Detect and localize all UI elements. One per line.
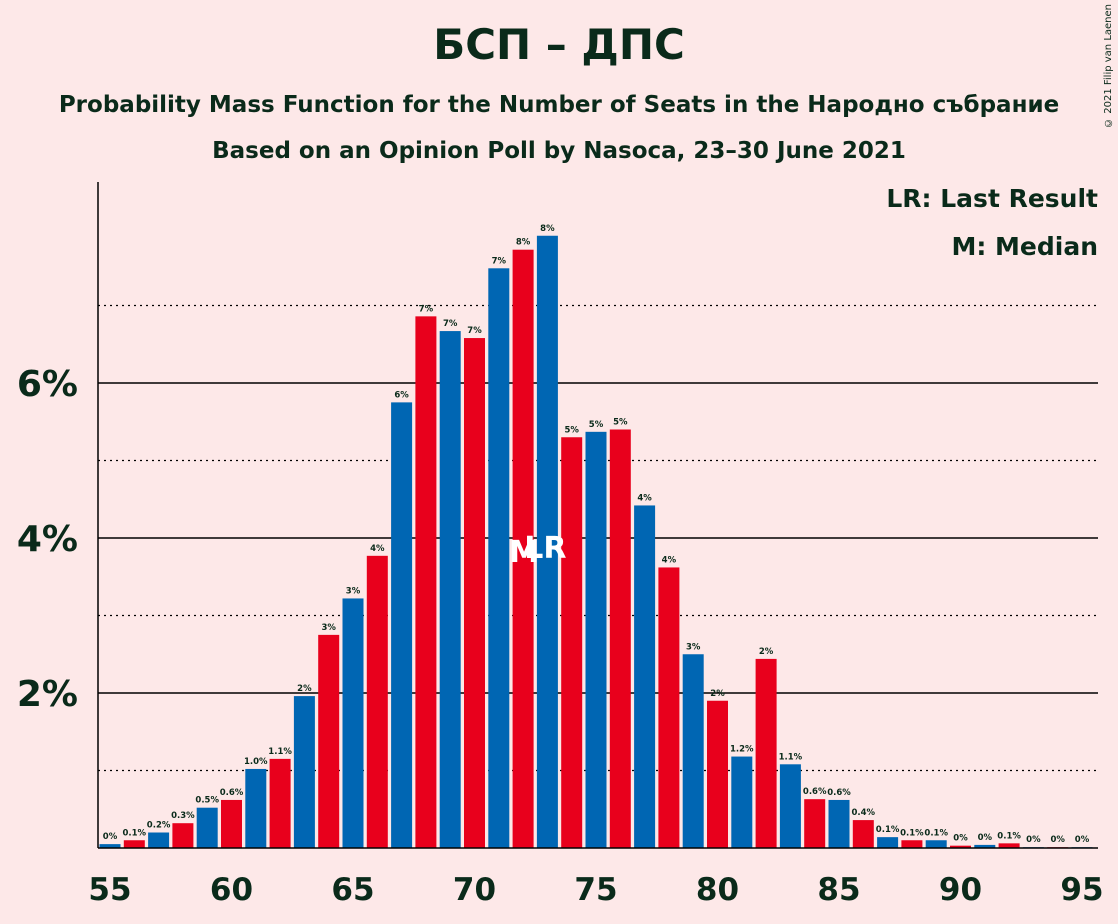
chart-subtitle-source: Based on an Opinion Poll by Nasoca, 23–3… bbox=[212, 138, 906, 164]
bar-seat-72 bbox=[512, 249, 534, 848]
data-label-seat-92: 0.1% bbox=[997, 831, 1021, 841]
y-tick-label: 4% bbox=[17, 519, 78, 560]
bar-seat-65 bbox=[342, 598, 364, 848]
data-label-seat-75: 5% bbox=[589, 420, 604, 430]
data-label-seat-93: 0% bbox=[1026, 835, 1041, 845]
data-label-seat-68: 7% bbox=[419, 304, 434, 314]
data-label-seat-60: 0.6% bbox=[220, 788, 244, 798]
bar-seat-79 bbox=[682, 654, 704, 848]
bar-seat-77 bbox=[634, 505, 656, 848]
x-tick-label: 90 bbox=[939, 872, 982, 908]
bar-seat-92 bbox=[998, 843, 1020, 848]
bar-seat-85 bbox=[828, 799, 850, 848]
bar-seat-80 bbox=[707, 700, 728, 848]
chart-title: БСП – ДПС bbox=[433, 20, 685, 69]
data-label-seat-95: 0% bbox=[1075, 835, 1090, 845]
data-label-seat-82: 2% bbox=[759, 647, 774, 657]
data-label-seat-88: 0.1% bbox=[900, 828, 924, 838]
bar-seat-73 bbox=[536, 235, 558, 848]
bar-seat-90 bbox=[950, 845, 971, 848]
data-label-seat-91: 0% bbox=[978, 833, 993, 843]
bar-seat-60 bbox=[221, 799, 242, 848]
x-tick-label: 75 bbox=[574, 872, 617, 908]
data-label-seat-59: 0.5% bbox=[195, 796, 219, 806]
x-tick-label: 65 bbox=[331, 872, 374, 908]
data-label-seat-72: 8% bbox=[516, 238, 531, 248]
bar-seat-59 bbox=[196, 807, 218, 848]
data-label-seat-77: 4% bbox=[637, 493, 652, 503]
data-label-seat-94: 0% bbox=[1050, 835, 1065, 845]
bar-seat-68 bbox=[415, 316, 437, 849]
legend-last-result: LR: Last Result bbox=[886, 184, 1098, 213]
data-label-seat-65: 3% bbox=[346, 586, 361, 596]
data-label-seat-84: 0.6% bbox=[803, 787, 827, 797]
bar-seat-58 bbox=[172, 823, 194, 848]
x-tick-label: 85 bbox=[817, 872, 860, 908]
data-label-seat-81: 1.2% bbox=[730, 745, 754, 755]
bar-seat-74 bbox=[561, 437, 583, 848]
bar-seat-84 bbox=[804, 799, 826, 848]
x-tick-label: 55 bbox=[88, 872, 131, 908]
data-label-seat-85: 0.6% bbox=[827, 788, 851, 798]
bar-seat-57 bbox=[148, 832, 170, 848]
bar-seat-86 bbox=[852, 820, 874, 848]
data-label-seat-76: 5% bbox=[613, 418, 628, 428]
bar-seat-64 bbox=[318, 634, 340, 848]
bar-seat-56 bbox=[123, 840, 145, 848]
bar-seat-83 bbox=[779, 764, 801, 848]
legend-median: M: Median bbox=[951, 232, 1098, 261]
bar-seat-62 bbox=[269, 758, 291, 848]
data-label-seat-83: 1.1% bbox=[779, 752, 803, 762]
data-label-seat-71: 7% bbox=[492, 256, 507, 266]
data-label-seat-55: 0% bbox=[103, 832, 118, 842]
data-label-seat-62: 1.1% bbox=[268, 747, 292, 757]
x-tick-label: 70 bbox=[453, 872, 496, 908]
bar-seat-78 bbox=[658, 567, 680, 848]
chart-subtitle: Probability Mass Function for the Number… bbox=[58, 92, 1060, 118]
y-tick-label: 2% bbox=[17, 674, 78, 715]
x-tick-label: 80 bbox=[696, 872, 739, 908]
data-label-seat-69: 7% bbox=[443, 319, 458, 329]
bar-seat-67 bbox=[391, 402, 413, 848]
data-label-seat-63: 2% bbox=[297, 684, 312, 694]
data-label-seat-89: 0.1% bbox=[924, 828, 948, 838]
bar-seat-81 bbox=[731, 756, 753, 848]
bar-seat-82 bbox=[755, 658, 777, 848]
data-label-seat-58: 0.3% bbox=[171, 811, 195, 821]
data-label-seat-56: 0.1% bbox=[123, 828, 147, 838]
bar-seat-75 bbox=[585, 431, 607, 848]
data-label-seat-74: 5% bbox=[564, 425, 579, 435]
data-label-seat-87: 0.1% bbox=[876, 825, 900, 835]
x-tick-label: 60 bbox=[210, 872, 253, 908]
bar-seat-76 bbox=[609, 429, 631, 848]
data-label-seat-78: 4% bbox=[662, 555, 677, 565]
bar-seat-88 bbox=[901, 840, 923, 848]
x-tick-label: 95 bbox=[1060, 872, 1103, 908]
bar-seat-70 bbox=[464, 338, 485, 848]
y-tick-label: 6% bbox=[17, 364, 78, 405]
data-label-seat-70: 7% bbox=[467, 326, 482, 336]
data-label-seat-79: 3% bbox=[686, 642, 701, 652]
data-label-seat-73: 8% bbox=[540, 224, 555, 234]
bar-seat-87 bbox=[877, 837, 899, 848]
bar-seat-71 bbox=[488, 268, 510, 848]
data-label-seat-67: 6% bbox=[394, 390, 409, 400]
data-label-seat-61: 1.0% bbox=[244, 757, 268, 767]
bar-seat-69 bbox=[439, 331, 461, 848]
data-label-seat-90: 0% bbox=[953, 834, 968, 844]
bar-seat-89 bbox=[925, 840, 947, 848]
bar-seat-91 bbox=[974, 844, 996, 848]
bar-seat-66 bbox=[366, 555, 388, 848]
data-label-seat-66: 4% bbox=[370, 544, 385, 554]
bar-seat-55 bbox=[99, 844, 121, 848]
data-label-seat-86: 0.4% bbox=[852, 808, 876, 818]
data-label-seat-80: 2% bbox=[710, 689, 725, 699]
median-marker: M bbox=[509, 535, 539, 570]
data-label-seat-64: 3% bbox=[321, 623, 336, 633]
data-label-seat-57: 0.2% bbox=[147, 821, 171, 831]
last-result-marker: LR bbox=[524, 531, 566, 566]
bar-seat-63 bbox=[293, 696, 315, 848]
bar-seat-61 bbox=[245, 768, 267, 848]
